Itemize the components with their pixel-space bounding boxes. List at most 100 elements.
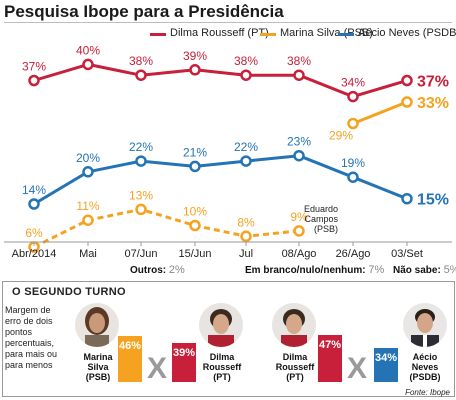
data-point-aecio bbox=[82, 166, 94, 178]
data-label-dilma: 38% bbox=[129, 54, 153, 68]
x-tick-label: Abr/2014 bbox=[12, 248, 57, 260]
x-tick-label: Jul bbox=[239, 248, 253, 260]
blank-null-label: Em branco/nulo/nenhum: bbox=[245, 265, 366, 276]
candidate-photo-dilma bbox=[272, 303, 316, 347]
data-label-campos: 9% bbox=[290, 210, 308, 224]
candidate-first-name: Marina bbox=[83, 352, 113, 362]
x-tick-label: 07/Jun bbox=[124, 248, 157, 260]
data-label-aecio: 20% bbox=[76, 151, 100, 165]
legend-label-aecio: Aécio Neves (PSDB) bbox=[358, 27, 456, 39]
data-point-marina bbox=[401, 96, 413, 108]
data-label-campos: 13% bbox=[129, 188, 153, 202]
blank-null-value: 7% bbox=[368, 264, 385, 276]
series-line-dilma bbox=[33, 62, 408, 99]
legend-swatch-aecio bbox=[338, 33, 354, 36]
candidate-name-aecio: Aécio Neves (PSDB) bbox=[397, 352, 453, 382]
data-point-dilma bbox=[293, 69, 305, 81]
title-rule bbox=[4, 22, 452, 23]
data-label-aecio: 22% bbox=[234, 140, 258, 154]
dont-know-label: Não sabe: bbox=[393, 265, 441, 276]
x-tick-label: Mai bbox=[79, 248, 97, 260]
data-point-aecio bbox=[240, 155, 252, 167]
versus-symbol: X bbox=[347, 352, 368, 385]
data-point-campos bbox=[293, 225, 305, 237]
data-label-dilma: 39% bbox=[183, 49, 207, 63]
second-round-title: O SEGUNDO TURNO bbox=[8, 286, 130, 298]
annotation-campos: Campos bbox=[304, 214, 338, 224]
candidate-party: (PSB) bbox=[85, 372, 111, 382]
x-tick-label: 03/Set bbox=[391, 248, 423, 260]
legend-label-marina: Marina Silva (PSB) bbox=[280, 27, 373, 39]
data-point-aecio bbox=[401, 192, 413, 205]
chart-title: Pesquisa Ibope para a Presidência bbox=[4, 2, 284, 21]
versus-symbol: X bbox=[147, 352, 168, 385]
legend-swatch-marina bbox=[260, 33, 276, 36]
data-label-marina: 33% bbox=[417, 95, 449, 112]
x-tick-label: 08/Ago bbox=[282, 248, 317, 260]
candidate-first-name: Dilma bbox=[282, 352, 308, 362]
data-label-dilma: 40% bbox=[76, 43, 100, 57]
legend-swatch-dilma bbox=[150, 33, 166, 36]
others-value: 2% bbox=[168, 264, 185, 276]
candidate-party: (PT) bbox=[286, 372, 304, 382]
others-label: Outros: bbox=[130, 265, 167, 276]
candidate-photo-aecio bbox=[403, 303, 447, 347]
legend-label-dilma: Dilma Rousseff (PT) bbox=[170, 27, 269, 39]
series-line-marina bbox=[352, 100, 408, 125]
data-label-dilma: 38% bbox=[287, 54, 311, 68]
x-tick-label: 26/Ago bbox=[336, 248, 371, 260]
data-label-aecio: 19% bbox=[341, 156, 365, 170]
data-point-aecio bbox=[189, 160, 201, 173]
bar-dilma-vs-aecio bbox=[318, 335, 342, 382]
x-tick-label: 15/Jun bbox=[178, 248, 211, 260]
candidate-last-name: Rousseff bbox=[275, 362, 315, 372]
candidate-last-name: Neves bbox=[411, 362, 439, 372]
data-point-dilma bbox=[240, 69, 252, 81]
data-point-aecio bbox=[293, 149, 305, 162]
data-label-aecio: 22% bbox=[129, 140, 153, 154]
data-point-campos bbox=[135, 203, 147, 216]
second-round-panel bbox=[2, 281, 455, 397]
data-point-dilma bbox=[401, 74, 413, 87]
data-point-campos bbox=[189, 219, 201, 232]
data-point-dilma bbox=[135, 69, 147, 81]
data-point-aecio bbox=[28, 198, 40, 210]
series-line-campos bbox=[33, 207, 300, 249]
source-credit: Fonte: Ibope bbox=[405, 388, 450, 397]
line-chart: 37% 40% 38% 39% 38% 38% 34% 37% 29% 33% 14% 20% 22% 2… bbox=[4, 43, 452, 260]
bar-aecio-vs-dilma bbox=[374, 348, 398, 382]
candidate-photo-dilma bbox=[199, 303, 243, 347]
dont-know-item: Não sabe: 5% bbox=[393, 264, 456, 276]
data-label-dilma: 38% bbox=[234, 54, 258, 68]
data-label-aecio: 15% bbox=[417, 192, 449, 209]
data-point-dilma bbox=[82, 58, 94, 71]
annotation-campos: Eduardo bbox=[304, 204, 338, 214]
candidate-first-name: Dilma bbox=[209, 352, 235, 362]
data-point-marina bbox=[347, 117, 359, 130]
data-point-aecio bbox=[347, 171, 359, 183]
data-label-campos: 8% bbox=[237, 215, 255, 229]
data-point-dilma bbox=[347, 90, 359, 103]
data-point-dilma bbox=[189, 64, 201, 76]
candidate-photo-marina bbox=[75, 303, 119, 347]
bar-marina-vs-dilma bbox=[118, 336, 142, 382]
candidate-name-dilma: Dilma Rousseff (PT) bbox=[194, 352, 250, 382]
candidate-last-name: Rousseff bbox=[202, 362, 242, 372]
data-label-dilma: 37% bbox=[22, 60, 46, 74]
candidate-party: (PSDB) bbox=[409, 372, 441, 382]
bar-label-marina: 46% bbox=[118, 340, 142, 352]
annotation-campos: (PSB) bbox=[314, 224, 338, 234]
blank-null-item: Em branco/nulo/nenhum: 7% bbox=[245, 264, 384, 276]
data-label-dilma: 34% bbox=[341, 76, 365, 90]
candidate-first-name: Aécio bbox=[412, 352, 438, 362]
others-item: Outros: 2% bbox=[130, 264, 185, 276]
bar-label-dilma: 47% bbox=[318, 339, 342, 351]
margin-of-error-note: Margem de erro de dois pontos percentuai… bbox=[5, 305, 58, 370]
bar-label-aecio: 34% bbox=[374, 352, 398, 364]
data-point-campos bbox=[240, 230, 252, 243]
dont-know-value: 5% bbox=[443, 264, 456, 276]
data-point-dilma bbox=[28, 74, 40, 87]
data-label-aecio: 23% bbox=[287, 135, 311, 149]
candidate-name-dilma: Dilma Rousseff (PT) bbox=[267, 352, 323, 382]
data-label-aecio: 14% bbox=[22, 183, 46, 197]
